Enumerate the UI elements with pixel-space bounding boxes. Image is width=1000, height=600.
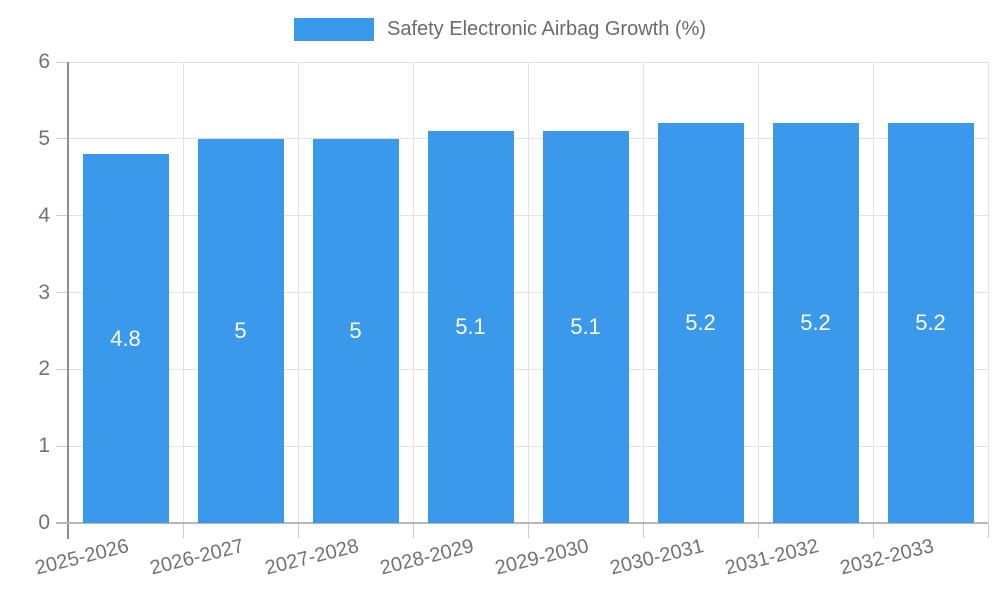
x-tick-mark [987, 523, 989, 538]
x-axis-line [56, 522, 988, 524]
y-axis-tick-label: 3 [38, 280, 50, 304]
bar[interactable] [82, 154, 169, 523]
bar-value-label: 5 [349, 317, 362, 343]
y-axis-tick-label: 0 [38, 511, 50, 534]
legend-swatch[interactable] [293, 18, 374, 41]
x-tick-mark [757, 523, 759, 538]
bar[interactable] [197, 138, 284, 523]
bar[interactable] [312, 138, 399, 523]
y-tick-mark [56, 292, 68, 293]
x-axis-tick-label: 2032-2033 [837, 535, 936, 580]
bar-value-label: 5 [234, 317, 247, 343]
y-tick-mark [56, 138, 68, 140]
x-gridline [182, 62, 184, 523]
bar-value-label: 4.8 [110, 325, 141, 351]
y-tick-mark [56, 445, 68, 447]
y-axis-line [67, 62, 69, 539]
x-tick-mark [642, 523, 644, 538]
x-gridline [872, 62, 874, 523]
x-gridline [757, 62, 759, 523]
x-tick-mark [297, 523, 299, 538]
x-tick-mark [527, 523, 529, 538]
bar[interactable] [427, 131, 514, 523]
bar-value-label: 5.2 [915, 310, 946, 336]
x-gridline [412, 62, 414, 523]
bar[interactable] [772, 123, 859, 523]
y-axis-tick-label: 4 [38, 203, 50, 227]
x-tick-mark [182, 523, 184, 538]
y-tick-mark [56, 61, 68, 63]
x-tick-mark [872, 523, 874, 538]
x-axis-tick-label: 2029-2030 [492, 535, 591, 580]
legend-label[interactable]: Safety Electronic Airbag Growth (%) [386, 18, 706, 40]
x-axis-tick-label: 2027-2028 [262, 535, 361, 580]
bar-value-label: 5.2 [800, 310, 831, 336]
x-axis-tick-label: 2026-2027 [147, 535, 246, 580]
bar-value-label: 5.1 [455, 314, 486, 340]
x-gridline [527, 62, 529, 523]
y-axis-tick-label: 2 [38, 357, 50, 381]
x-gridline [642, 62, 644, 523]
y-tick-mark [56, 215, 68, 217]
x-axis-tick-label: 2028-2029 [377, 535, 476, 580]
x-axis-tick-label: 2031-2032 [722, 535, 821, 580]
bar[interactable] [542, 131, 629, 523]
bar-value-label: 5.2 [685, 310, 716, 336]
y-axis-tick-label: 6 [38, 50, 50, 73]
x-gridline [987, 62, 989, 523]
x-tick-mark [412, 523, 414, 538]
x-gridline [297, 62, 299, 523]
bar[interactable] [657, 123, 744, 523]
x-axis-tick-label: 2025-2026 [32, 535, 131, 580]
y-axis-tick-label: 1 [38, 434, 50, 458]
y-axis-tick-label: 5 [38, 126, 50, 150]
bar[interactable] [887, 123, 974, 523]
legend[interactable]: Safety Electronic Airbag Growth (%) [0, 18, 1000, 41]
bar-value-label: 5.1 [570, 314, 601, 340]
x-axis-tick-label: 2030-2031 [607, 535, 706, 580]
y-tick-mark [56, 368, 68, 370]
